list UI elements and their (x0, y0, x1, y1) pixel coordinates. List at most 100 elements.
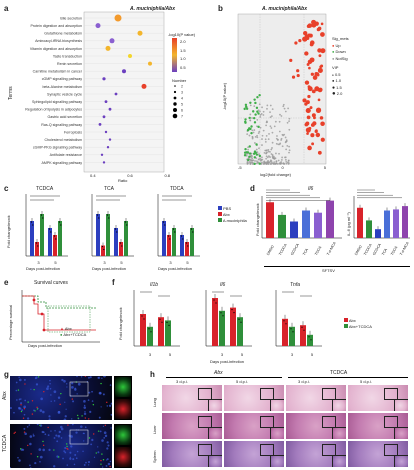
inset-green (115, 425, 131, 445)
nucleus-dot (55, 434, 58, 437)
nucleus-dot (70, 445, 73, 448)
x-tick: 5 (186, 260, 189, 265)
volcano-point-notsig (267, 162, 270, 165)
nucleus-dot (49, 388, 52, 390)
nucleus-dot (50, 394, 52, 396)
term-label: Sphingolipid signalling pathway (32, 100, 82, 104)
nucleus-dot (23, 427, 26, 430)
volcano-point-notsig (251, 129, 254, 132)
bar (114, 228, 118, 256)
volcano-point-up (310, 72, 314, 76)
volcano-point-up (318, 54, 322, 58)
nucleus-dot (75, 457, 78, 460)
volcano-point-up (307, 145, 312, 151)
volcano-point-notsig (264, 141, 267, 143)
term-dot (148, 61, 152, 66)
nucleus-dot (97, 446, 99, 448)
data-point (55, 238, 57, 240)
volcano-point-notsig (283, 133, 286, 136)
legend-label: Down (335, 49, 346, 54)
volcano-point-notsig (266, 104, 269, 107)
panel-label-e: e (4, 278, 9, 287)
legend-item-notsig: ● NotSig (332, 56, 349, 63)
volcano-point-down (256, 96, 259, 99)
volcano-point-notsig (246, 133, 249, 136)
green-signal-dot (100, 382, 102, 385)
volcano-point-notsig (261, 134, 264, 137)
zoom-inset (394, 455, 408, 467)
nucleus-dot (24, 399, 27, 402)
data-point (148, 328, 150, 330)
size-legend-label: 5 (181, 102, 183, 106)
term-label: Carnitine metabolism in cancer (33, 70, 83, 74)
bar (282, 318, 288, 346)
x-tick: 5 (54, 260, 57, 265)
nucleus-dot (109, 384, 112, 386)
fluorescence-image-abx (10, 376, 112, 420)
volcano-point-notsig (266, 121, 268, 124)
nucleus-dot (64, 446, 67, 449)
bar (119, 242, 123, 256)
x-tick: 3 (290, 352, 294, 357)
size-legend-dot (173, 108, 177, 112)
volcano-point-notsig (258, 158, 260, 161)
red-signal-dot (23, 431, 26, 433)
volcano-point-notsig (267, 138, 270, 141)
nucleus-dot (60, 427, 64, 431)
data-point (143, 318, 145, 320)
zoom-inset (332, 455, 346, 467)
red-signal-dot (24, 383, 26, 385)
nucleus-dot (77, 382, 81, 386)
panel-c-xlabel-3: Days post-infection (158, 266, 193, 271)
volcano-point-up (315, 107, 322, 113)
data-point (292, 331, 294, 333)
x-category-label: T-α-MCA (326, 241, 337, 256)
legend-item-abx: ▲ Abx (60, 326, 72, 331)
panel-f-xlabel: Days post-infection (210, 359, 245, 364)
panel-c-title-1: TCDCA (36, 186, 54, 192)
volcano-point-down (258, 154, 262, 158)
volcano-point-up (305, 108, 311, 114)
size-legend-label: 3 (181, 90, 183, 94)
bar (172, 228, 176, 256)
volcano-point-up (306, 115, 311, 120)
legend-dot: ● (332, 42, 335, 48)
nucleus-dot (39, 455, 43, 459)
volcano-point-down (255, 143, 258, 146)
volcano-point-notsig (273, 161, 276, 164)
nucleus-dot (29, 464, 31, 467)
volcano-point-notsig (279, 161, 282, 164)
x-tick: 5 (240, 352, 244, 357)
data-point (290, 328, 292, 330)
red-signal-dot (84, 417, 87, 419)
inset-red (115, 447, 131, 467)
colorbar-tick: 1.0 (180, 56, 186, 61)
bar (35, 242, 39, 256)
red-signal-dot (106, 401, 108, 404)
data-point (222, 315, 224, 317)
volcano-point-notsig (248, 161, 251, 163)
nucleus-dot (57, 434, 61, 438)
nucleus-dot (97, 376, 101, 379)
red-signal-dot (67, 448, 69, 450)
green-signal-dot (27, 401, 29, 403)
nucleus-dot (72, 400, 75, 403)
nucleus-dot (104, 434, 108, 438)
size-legend-dot (173, 90, 177, 94)
red-signal-dot (22, 417, 25, 419)
volcano-point-down (253, 156, 257, 159)
zoom-inset (208, 455, 222, 467)
volcano-point-down (252, 110, 255, 113)
bar (180, 235, 184, 256)
volcano-point-up (305, 121, 310, 126)
nucleus-dot (48, 448, 51, 451)
volcano-point-notsig (280, 159, 283, 161)
legend-item-up: ● Up (332, 43, 349, 50)
nucleus-dot (106, 447, 109, 450)
green-signal-dot (20, 410, 23, 413)
volcano-point-notsig (288, 145, 291, 148)
volcano-point-notsig (251, 159, 254, 162)
volcano-point-notsig (281, 145, 284, 148)
data-point (283, 320, 285, 322)
volcano-point-notsig (259, 157, 261, 160)
